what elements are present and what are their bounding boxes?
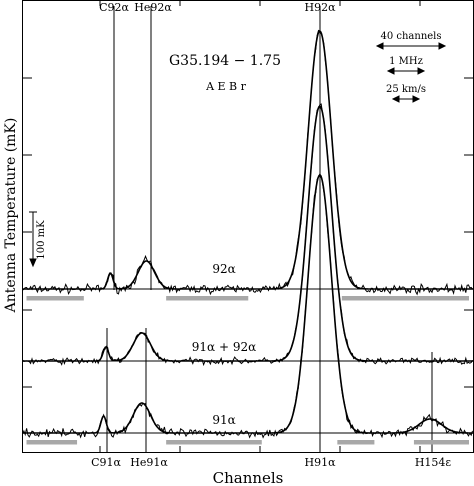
- baseline-window-92-1: [166, 296, 249, 301]
- spectrum-91-92: [22, 103, 473, 367]
- chart-subtitle: A E B r: [205, 80, 247, 93]
- baseline-window-92-0: [26, 296, 84, 301]
- spectra-group: [22, 29, 473, 445]
- x-axis-label: Channels: [213, 469, 284, 486]
- label-c92: C92α: [99, 1, 129, 14]
- chart-title: G35.194 − 1.75: [169, 53, 281, 69]
- baseline-window-92-2: [341, 296, 469, 301]
- series-label-92: 92α: [212, 262, 235, 276]
- scale-bar-label: 100 mK: [36, 220, 47, 260]
- label-h154: H154ε: [415, 456, 452, 469]
- label-he91: He91α: [130, 456, 168, 469]
- fit-91-92: [22, 104, 473, 362]
- scale-mhz-label: 1 MHz: [389, 56, 423, 67]
- baseline-window-91-3: [413, 440, 469, 445]
- label-c91: C91α: [91, 456, 121, 469]
- scale-legend: [375, 42, 447, 103]
- series-label-91: 91α: [212, 413, 235, 427]
- baseline-window-91-0: [26, 440, 78, 445]
- temperature-scale-bar: [29, 211, 37, 268]
- label-h91: H91α: [304, 456, 336, 469]
- x-axis-ticks: [99, 0, 421, 452]
- y-axis-label: Antenna Temperature (mK): [3, 118, 19, 314]
- series-label-91-92: 91α + 92α: [192, 340, 256, 354]
- spectrum-92: [22, 29, 473, 296]
- fit-92: [22, 29, 473, 290]
- fit-91: [22, 173, 473, 434]
- scale-kms-label: 25 km/s: [386, 84, 426, 95]
- spectrum-91: [22, 173, 473, 439]
- baseline-window-91-1: [166, 440, 262, 445]
- label-he92: He92α: [134, 1, 172, 14]
- scale-channels-label: 40 channels: [380, 31, 441, 42]
- y-axis-ticks: [22, 77, 473, 388]
- baseline-window-91-2: [337, 440, 375, 445]
- label-h92: H92α: [304, 1, 336, 14]
